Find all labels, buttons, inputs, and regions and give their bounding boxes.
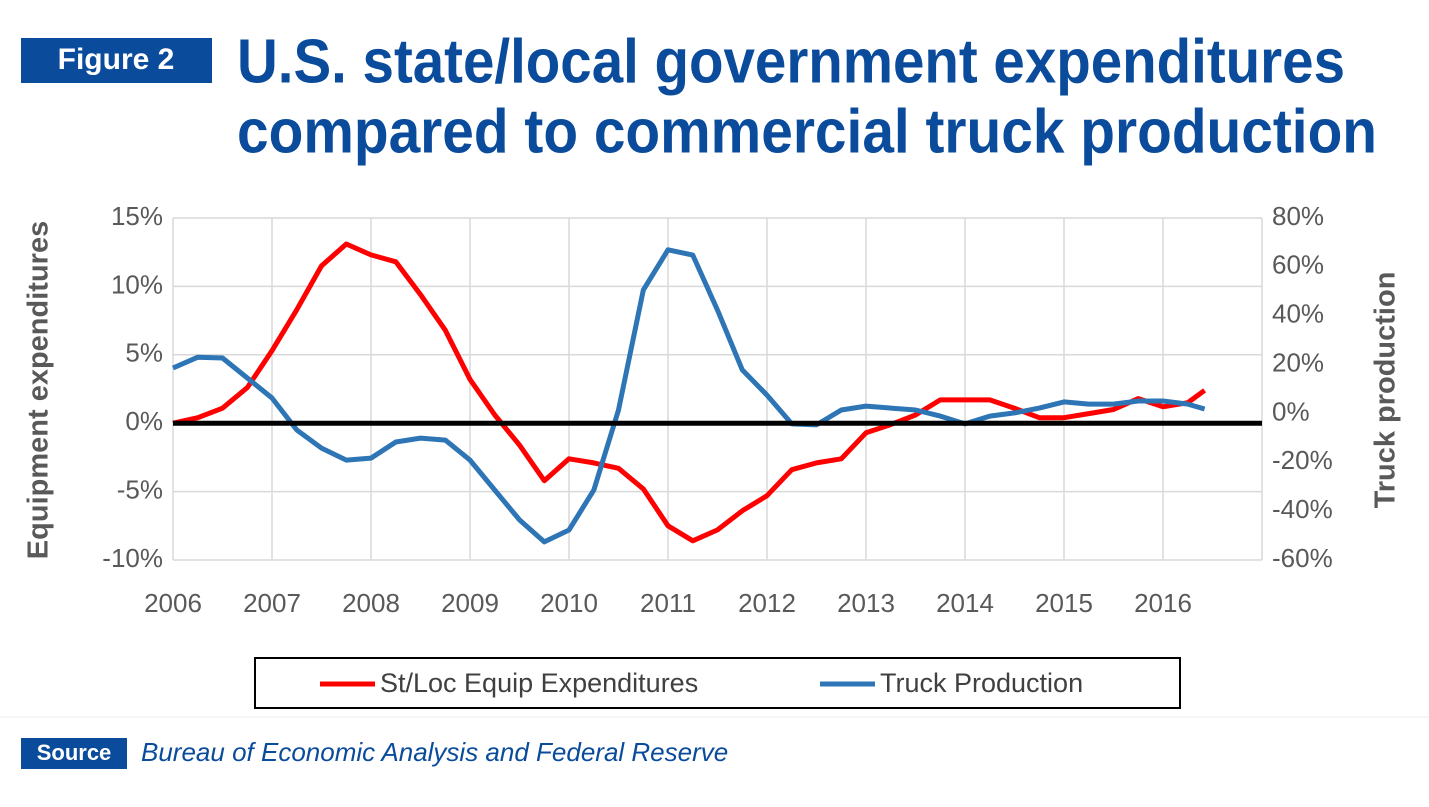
source-text: Bureau of Economic Analysis and Federal … bbox=[141, 737, 728, 767]
y2-tick-label: 0% bbox=[1272, 396, 1310, 426]
x-tick-label: 2008 bbox=[342, 588, 400, 618]
x-tick-label: 2010 bbox=[540, 588, 598, 618]
data-line bbox=[172, 241, 1207, 544]
x-tick-label: 2007 bbox=[243, 588, 301, 618]
y2-tick-label: 60% bbox=[1272, 250, 1324, 280]
source-badge bbox=[21, 738, 127, 769]
y-tick-label: 5% bbox=[125, 338, 163, 368]
legend-label: Truck Production bbox=[880, 668, 1083, 698]
legend-label: St/Loc Equip Expenditures bbox=[380, 668, 698, 698]
source-label: Source bbox=[37, 740, 112, 765]
chart-title: U.S. state/local government expenditures bbox=[237, 27, 1345, 96]
y-tick-label: -10% bbox=[102, 543, 163, 573]
x-tick-label: 2013 bbox=[837, 588, 895, 618]
y2-tick-label: 20% bbox=[1272, 347, 1324, 377]
y-tick-label: -5% bbox=[117, 474, 163, 504]
figure-badge bbox=[21, 38, 212, 83]
x-tick-label: 2014 bbox=[936, 588, 994, 618]
x-tick-label: 2015 bbox=[1035, 588, 1093, 618]
y2-tick-label: 40% bbox=[1272, 299, 1324, 329]
y2-tick-label: -60% bbox=[1272, 543, 1333, 573]
x-tick-label: 2012 bbox=[738, 588, 796, 618]
figure-label: Figure 2 bbox=[58, 43, 175, 76]
y-axis-title: Equipment expenditures bbox=[23, 221, 55, 559]
legend-box bbox=[254, 657, 1181, 709]
y2-tick-label: -40% bbox=[1272, 494, 1333, 524]
x-tick-label: 2016 bbox=[1134, 588, 1192, 618]
chart-title: compared to commercial truck production bbox=[237, 97, 1377, 166]
x-tick-label: 2009 bbox=[441, 588, 499, 618]
y-tick-label: 10% bbox=[111, 269, 163, 299]
x-tick-label: 2011 bbox=[640, 588, 696, 618]
x-tick-label: 2006 bbox=[144, 588, 202, 618]
y-tick-label: 0% bbox=[125, 406, 163, 436]
y-tick-label: 15% bbox=[111, 201, 163, 231]
y2-axis-title: Truck production bbox=[1370, 272, 1402, 509]
y2-tick-label: -20% bbox=[1272, 445, 1333, 475]
data-line bbox=[172, 247, 1206, 545]
y2-tick-label: 80% bbox=[1272, 201, 1324, 231]
